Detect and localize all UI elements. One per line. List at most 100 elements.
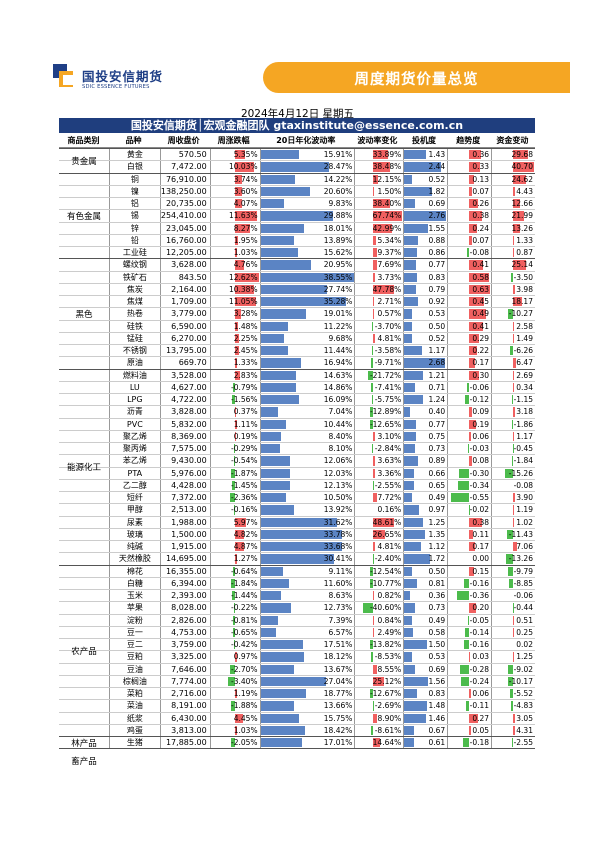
fund-flow: 18.17 bbox=[491, 296, 535, 308]
trend-bar bbox=[463, 578, 470, 588]
trend-value: 0.06 bbox=[472, 431, 490, 441]
weekly-change-bar bbox=[233, 566, 235, 576]
weekly-change: 3.28% bbox=[209, 308, 260, 320]
trend-bar bbox=[463, 640, 470, 650]
fund-flow-bar bbox=[513, 150, 529, 160]
speculation-bar bbox=[404, 431, 416, 441]
close-price: 3,325.00 bbox=[159, 651, 210, 663]
volatility: 16.09% bbox=[259, 394, 355, 406]
trend-bar bbox=[461, 676, 470, 686]
close-price: 2,716.00 bbox=[159, 688, 210, 700]
volatility-value: 7.04% bbox=[328, 407, 353, 417]
fund-flow-bar bbox=[513, 652, 514, 662]
volatility-change: -5.75% bbox=[354, 394, 403, 406]
weekly-change: -0.54% bbox=[209, 455, 260, 467]
weekly-change-value: 1.48% bbox=[233, 321, 258, 331]
trend: -0.16 bbox=[447, 577, 491, 589]
trend: 0.17 bbox=[447, 541, 491, 553]
volatility-change-bar bbox=[369, 407, 374, 417]
weekly-change: 11.05% bbox=[209, 296, 260, 308]
weekly-change-bar bbox=[234, 321, 238, 331]
trend-bar bbox=[469, 211, 482, 221]
fund-flow-bar bbox=[512, 419, 514, 429]
trend-bar bbox=[469, 235, 472, 245]
speculation-value: 1.56 bbox=[428, 676, 446, 686]
speculation-value: 0.49 bbox=[428, 493, 446, 502]
volatility: 13.67% bbox=[259, 663, 355, 675]
weekly-change-bar bbox=[231, 701, 235, 711]
fund-flow-value: -2.55 bbox=[513, 738, 533, 747]
fund-flow-value: 12.66 bbox=[511, 199, 533, 208]
weekly-change-value: -0.54% bbox=[231, 456, 258, 466]
fund-flow-bar bbox=[513, 333, 514, 343]
volatility-change-bar bbox=[373, 284, 394, 294]
speculation-bar bbox=[404, 676, 428, 686]
speculation: 1.55 bbox=[403, 222, 447, 234]
trend-bar bbox=[468, 444, 470, 454]
column-header: 周涨跌幅 bbox=[209, 134, 260, 147]
fund-flow-value: 1.33 bbox=[516, 235, 533, 245]
fund-flow-bar bbox=[513, 211, 525, 221]
volatility-change: -3.70% bbox=[354, 320, 403, 332]
trend-value: -0.16 bbox=[469, 578, 490, 588]
volatility-change-bar bbox=[373, 542, 376, 552]
weekly-change: -0.42% bbox=[209, 639, 260, 651]
table-row: 铜 76,910.00 3.74% 14.22% 12.15% 0.52 0.13 24.62 bbox=[59, 172, 535, 185]
volatility-bar bbox=[260, 529, 343, 539]
volatility-change-bar bbox=[373, 627, 375, 637]
trend: 0.00 bbox=[447, 553, 491, 565]
close-price: 16,760.00 bbox=[159, 234, 210, 246]
volatility: 8.40% bbox=[259, 430, 355, 442]
speculation-bar bbox=[404, 652, 413, 662]
fund-flow-value: 21.99 bbox=[511, 211, 533, 221]
commodity-name: 生猪 bbox=[108, 737, 160, 749]
weekly-change-bar bbox=[234, 235, 239, 245]
close-price: 7,472.00 bbox=[159, 161, 210, 173]
fund-flow: 21.99 bbox=[491, 210, 535, 222]
trend-value: -0.06 bbox=[469, 382, 490, 392]
volatility-change: 48.61% bbox=[354, 516, 403, 528]
volatility: 12.03% bbox=[259, 467, 355, 479]
volatility-change-value: 7.72% bbox=[377, 493, 402, 502]
speculation-value: 0.73 bbox=[428, 444, 446, 453]
volatility-change-bar bbox=[373, 456, 375, 466]
volatility-bar bbox=[260, 517, 337, 527]
fund-flow-bar bbox=[513, 321, 515, 331]
weekly-change: 1.03% bbox=[209, 247, 260, 259]
trend-value: -0.18 bbox=[469, 738, 490, 747]
fund-flow-bar bbox=[513, 235, 514, 245]
speculation: 0.83 bbox=[403, 688, 447, 700]
speculation-value: 0.53 bbox=[428, 652, 446, 662]
fund-flow-value: -9.02 bbox=[513, 664, 533, 674]
speculation-value: 0.71 bbox=[428, 382, 446, 392]
fund-flow-bar bbox=[513, 725, 516, 735]
volatility: 6.57% bbox=[259, 626, 355, 638]
close-price: 1,988.00 bbox=[159, 516, 210, 528]
trend-value: 0.13 bbox=[472, 174, 490, 184]
weekly-change-bar bbox=[234, 529, 244, 539]
volatility: 13.66% bbox=[259, 700, 355, 712]
weekly-change: 4.82% bbox=[209, 528, 260, 540]
volatility-value: 12.73% bbox=[323, 603, 353, 613]
trend-bar bbox=[469, 272, 489, 282]
volatility-value: 30.41% bbox=[323, 554, 353, 564]
table-row: 黄金 570.50 5.35% 15.91% 33.89% 1.43 0.36 29.68 bbox=[59, 148, 535, 161]
speculation-bar bbox=[404, 211, 447, 221]
fund-flow: 29.68 bbox=[491, 149, 535, 161]
weekly-change: 4.07% bbox=[209, 198, 260, 210]
speculation-bar bbox=[404, 321, 412, 331]
fund-flow-value: -1.15 bbox=[513, 395, 533, 404]
trend-value: 0.03 bbox=[472, 652, 490, 662]
volatility-change: 0.84% bbox=[354, 614, 403, 626]
table-row: 玉米 2,393.00 -1.44% 8.63% 0.82% 0.36 -0.36 -0.06 bbox=[59, 589, 535, 602]
close-price: 1,500.00 bbox=[159, 528, 210, 540]
volatility: 33.68% bbox=[259, 541, 355, 553]
weekly-change: 1.48% bbox=[209, 320, 260, 332]
trend-value: 0.11 bbox=[472, 529, 490, 539]
speculation-value: 1.72 bbox=[428, 554, 446, 564]
speculation: 0.71 bbox=[403, 381, 447, 393]
weekly-change-value: 8.27% bbox=[233, 223, 258, 233]
fund-flow: -1.15 bbox=[491, 394, 535, 406]
fund-flow-value: 1.19 bbox=[516, 505, 533, 515]
volatility-change-value: 0.84% bbox=[377, 615, 402, 625]
